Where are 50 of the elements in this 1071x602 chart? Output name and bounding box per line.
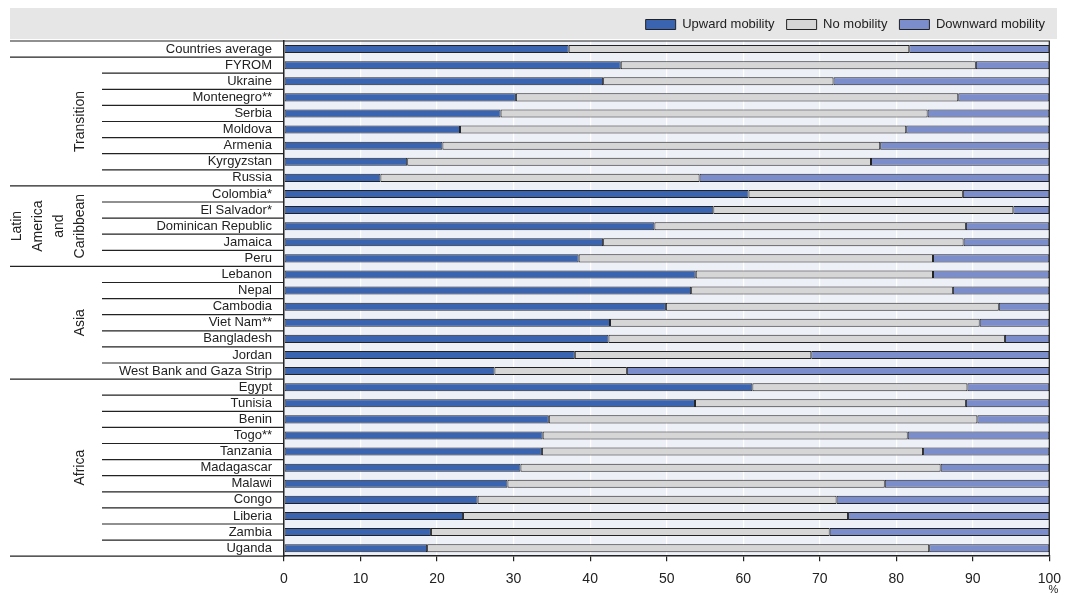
y-tick-label: Colombia*	[212, 185, 272, 201]
y-tick-label: Malawi	[231, 475, 273, 491]
y-tick-label: Togo**	[233, 427, 272, 443]
x-tick-label: 20	[429, 570, 446, 587]
x-tick-label: 0	[280, 570, 289, 587]
y-tick-label: Countries average	[165, 40, 272, 56]
y-tick-label: Serbia	[234, 105, 273, 121]
y-tick-label: Russia	[232, 169, 273, 185]
y-tick-label: Jamaica	[223, 233, 273, 249]
x-tick-label: 30	[505, 570, 522, 587]
y-tick-label: Dominican Republic	[156, 217, 273, 233]
y-tick-label: Moldova	[222, 121, 273, 137]
y-tick-label: Jordan	[232, 346, 272, 362]
y-tick-label: Viet Nam**	[208, 314, 272, 330]
x-tick-label: 80	[888, 570, 905, 587]
legend-label: Upward mobility	[682, 16, 776, 32]
y-tick-label: Ukraine	[227, 72, 272, 88]
x-tick-label: 10	[352, 570, 369, 587]
y-tick-label: Congo	[233, 491, 272, 507]
x-tick-label: 90	[965, 570, 981, 587]
text: Latin America and Caribbean	[7, 193, 87, 259]
y-tick-label: Tunisia	[230, 394, 273, 410]
y-tick-label: Tanzania	[219, 443, 273, 459]
x-tick-label: 70	[811, 570, 828, 587]
y-tick-label: Lebanon	[221, 266, 272, 282]
x-tick-label: 50	[658, 570, 675, 587]
y-tick-label: El Salvador*	[200, 201, 272, 217]
x-tick-label: 60	[735, 570, 752, 587]
y-tick-label: Zambia	[228, 523, 273, 539]
y-tick-label: Madagascar	[200, 459, 273, 475]
y-tick-label: Peru	[244, 249, 272, 265]
y-tick-label: Liberia	[232, 507, 273, 523]
y-tick-label: Benin	[238, 410, 272, 426]
text: Africa	[70, 449, 87, 486]
y-tick-label: Armenia	[223, 137, 273, 153]
y-tick-label: Egypt	[238, 378, 273, 394]
y-tick-label: West Bank and Gaza Strip	[119, 362, 272, 378]
x-axis-title: %	[1048, 583, 1059, 596]
y-tick-label: FYROM	[225, 56, 272, 72]
x-tick-label: 40	[582, 570, 599, 587]
y-tick-label: Uganda	[226, 539, 273, 555]
y-tick-label: Cambodia	[212, 298, 273, 314]
y-tick-label: Nepal	[238, 282, 273, 298]
legend-label: Downward mobility	[935, 16, 1046, 32]
text: Asia	[70, 308, 87, 337]
text: Transition	[70, 91, 87, 152]
y-tick-label: Montenegro**	[192, 88, 272, 104]
y-tick-label: Bangladesh	[203, 330, 272, 346]
y-tick-label: Kyrgyzstan	[207, 153, 272, 169]
legend-label: No mobility	[823, 16, 888, 32]
